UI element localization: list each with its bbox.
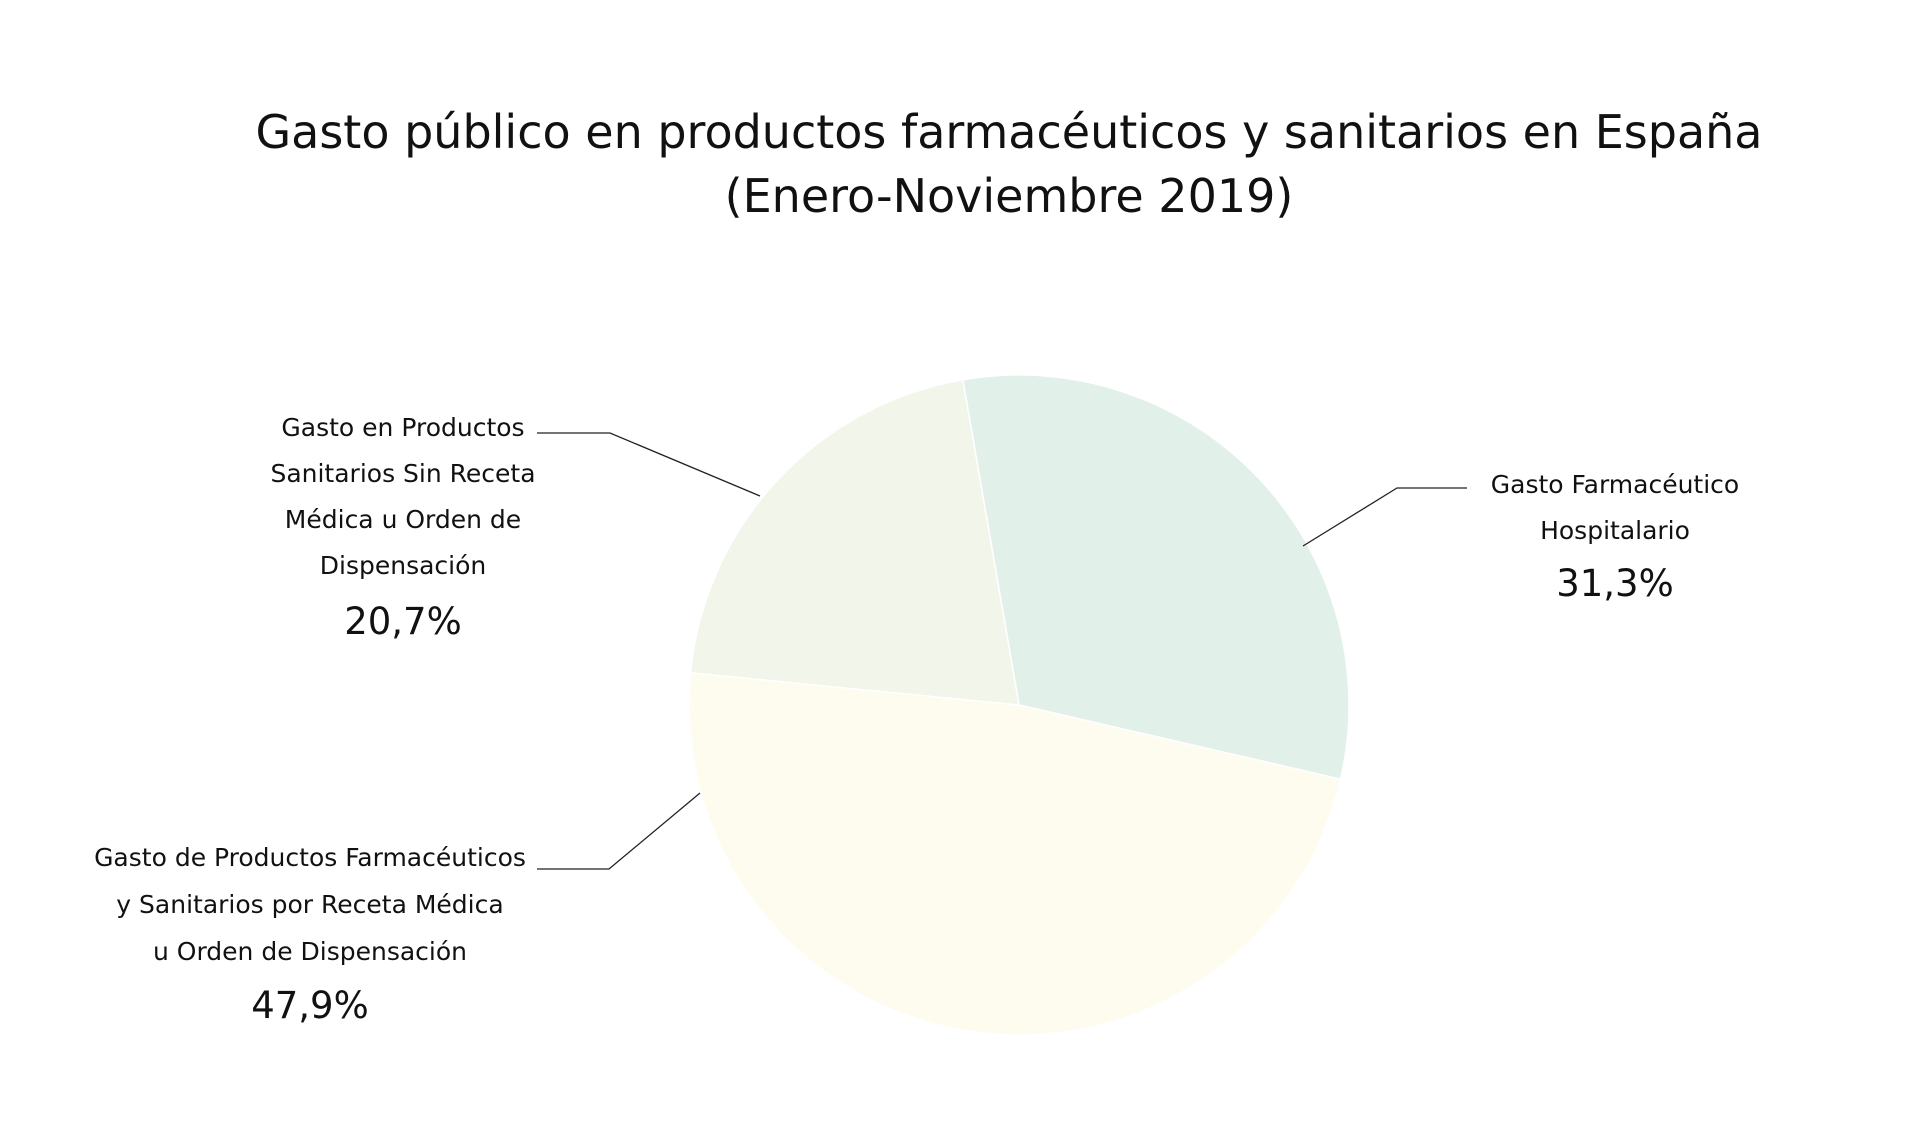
pie-slices (688, 374, 1350, 1036)
slice-label-line: u Orden de Dispensación (153, 937, 467, 966)
leader-line-receta (537, 792, 701, 870)
slice-label-receta: Gasto de Productos Farmacéuticos y Sanit… (94, 843, 526, 1027)
slice-label-line: Hospitalario (1540, 516, 1690, 545)
slice-value-label: 47,9% (251, 984, 369, 1027)
chart-title-line-1: Gasto público en productos farmacéuticos… (256, 105, 1763, 159)
slice-label-hospitalario: Gasto Farmacéutico Hospitalario 31,3% (1491, 470, 1739, 605)
slice-label-line: Gasto en Productos (281, 413, 524, 442)
slice-value-label: 20,7% (344, 600, 462, 643)
slice-label-line: Dispensación (320, 551, 487, 580)
slice-label-sin-receta: Gasto en Productos Sanitarios Sin Receta… (270, 413, 535, 643)
slice-label-line: y Sanitarios por Receta Médica (116, 890, 503, 919)
leader-line-hospitalario (1302, 487, 1467, 547)
slice-value-label: 31,3% (1556, 562, 1674, 605)
slice-receta (688, 671, 1342, 1036)
chart-title-line-2: (Enero-Noviembre 2019) (725, 169, 1294, 223)
slice-label-line: Sanitarios Sin Receta (270, 459, 535, 488)
slice-label-line: Gasto de Productos Farmacéuticos (94, 843, 526, 872)
slice-hospitalario (961, 374, 1350, 781)
slice-label-line: Médica u Orden de (285, 505, 521, 534)
slice-label-line: Gasto Farmacéutico (1491, 470, 1739, 499)
leader-line-sin-receta (537, 432, 761, 497)
slice-sin-receta (689, 378, 1020, 706)
